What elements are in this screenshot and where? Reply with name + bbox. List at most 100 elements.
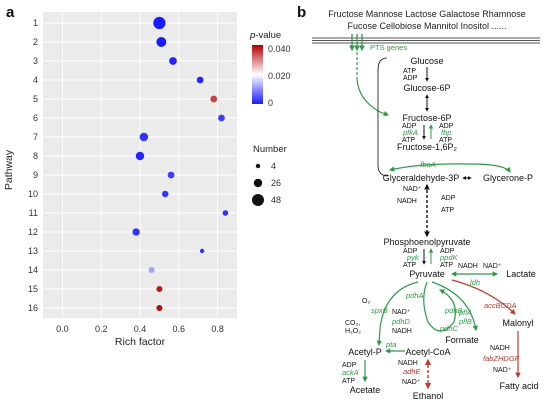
nad-label: NAD⁺	[403, 186, 422, 193]
pta-enzyme: pta	[385, 340, 396, 349]
nad-label: NAD⁺	[493, 367, 512, 374]
number-legend-label: 48	[271, 195, 281, 205]
h2o2-label: H₂O₂	[345, 328, 361, 335]
y-tick-label: 8	[33, 151, 38, 161]
fabzhdgf-enzyme: fabZHDGF	[483, 354, 520, 363]
y-tick-label: 9	[33, 170, 38, 180]
acetyl-coa-label: Acetyl-CoA	[405, 347, 450, 357]
phosphoenolpyruvate-label: Phosphoenolpyruvate	[383, 237, 470, 247]
y-tick-label: 10	[28, 189, 38, 199]
y-tick-label: 4	[33, 75, 38, 85]
atp-label: ATP	[403, 68, 416, 75]
y-tick-label: 12	[28, 227, 38, 237]
y-tick-label: 13	[28, 246, 38, 256]
y-tick-label: 16	[28, 303, 38, 313]
atp-label: ATP	[402, 137, 415, 144]
bubble-pathway-8	[135, 151, 145, 161]
y-tick-label: 3	[33, 56, 38, 66]
co2-label: CO₂,	[345, 320, 360, 327]
adp-label: ADP	[403, 248, 418, 255]
atp-label: ATP	[440, 262, 453, 269]
pvalue-colorbar	[252, 45, 263, 104]
nad-label: NAD⁺	[483, 263, 502, 270]
nadh-label: NADH	[397, 198, 417, 205]
adp-label: ADP	[403, 75, 418, 82]
bubble-pathway-11	[222, 210, 229, 216]
bubbles	[132, 16, 229, 312]
number-legend-dot	[255, 163, 261, 169]
nad-label: NAD⁺	[392, 309, 411, 316]
adp-label: ADP	[342, 362, 357, 369]
adp-label: ADP	[402, 123, 417, 130]
glucose-6p-label: Glucose-6P	[403, 83, 450, 93]
number-legend-dot	[253, 178, 263, 188]
x-tick-label: 0.6	[173, 324, 186, 334]
lactate-label: Lactate	[506, 269, 536, 279]
fructose-6p-label: Fructose-6P	[402, 113, 451, 123]
fbp-enzyme: fbp	[441, 128, 451, 137]
pts-genes-label: PTS genes	[370, 43, 407, 52]
y-tick-label: 14	[28, 265, 38, 275]
panel-b-letter: b	[297, 4, 306, 21]
pvalue-legend: p-value 0.040 0.020 0	[249, 30, 291, 108]
bubble-pathway-4	[196, 76, 204, 84]
y-tick-label: 6	[33, 113, 38, 123]
acetyl-p-label: Acetyl-P	[348, 347, 382, 357]
fatty-acid-label: Fatty acid	[499, 381, 538, 391]
pdhc-enzyme: pdhC	[439, 324, 459, 333]
bubble-pathway-7	[139, 132, 149, 142]
metabolic-pathway-diagram: Fructose Mannose Lactose Galactose Rhamn…	[312, 9, 540, 401]
bubble-pathway-1	[153, 16, 166, 30]
y-axis-title: Pathway	[3, 149, 15, 190]
ethanol-label: Ethanol	[413, 391, 444, 401]
ldh-enzyme: ldh	[470, 278, 480, 287]
fructose-16p2-label: Fructose-1,6P₂	[397, 142, 458, 152]
nadh-label: NADH	[392, 328, 412, 335]
bubble-plot: 0.0 0.2 0.4 0.6 0.8 12345678910111213141516 …	[3, 12, 237, 348]
o2-label: O₂	[362, 298, 370, 305]
bubble-pathway-13	[199, 248, 205, 254]
grid-lines	[43, 12, 237, 318]
bubble-pathway-6	[218, 114, 225, 122]
adp-label: ADP	[439, 123, 454, 130]
atp-label: ATP	[342, 378, 355, 385]
x-tick-label: 0.2	[95, 324, 108, 334]
atp-label: ATP	[439, 137, 452, 144]
pfl-arrow	[431, 281, 478, 332]
adhe-enzyme: adhE	[403, 367, 422, 376]
glyceraldehyde-3p-label: Glyceraldehyde-3P	[383, 173, 460, 183]
pvalue-legend-title: p-value	[249, 30, 281, 41]
panel-a-letter: a	[6, 4, 15, 21]
nad-label: NAD⁺	[402, 379, 421, 386]
y-tick-label: 11	[29, 208, 38, 218]
x-tick-label: 0.4	[134, 324, 147, 334]
acetate-label: Acetate	[350, 385, 381, 395]
number-legend: Number 4 26 48	[252, 144, 287, 206]
accbcda-enzyme: accBCDA	[484, 301, 517, 310]
pdh-cycle	[423, 281, 456, 332]
cell-membrane	[312, 37, 540, 44]
x-tick-labels: 0.0 0.2 0.4 0.6 0.8	[56, 324, 224, 334]
y-tick-label: 5	[33, 94, 38, 104]
pyruvate-label: Pyruvate	[409, 269, 445, 279]
bubble-pathway-14	[148, 266, 155, 274]
malonyl-label: Malonyl	[502, 318, 533, 328]
nadh-label: NADH	[458, 263, 478, 270]
pts-transport-arrows	[349, 34, 390, 117]
pvalue-tick: 0	[268, 98, 273, 108]
pvalue-tick: 0.040	[268, 44, 291, 54]
pflb-enzyme: pflB	[458, 317, 472, 326]
fbaa-arrow	[388, 163, 511, 173]
malonyl-arrow	[451, 279, 516, 315]
sugars-line-1: Fructose Mannose Lactose Galactose Rhamn…	[328, 9, 526, 19]
spxb-arrow	[376, 281, 419, 347]
y-tick-label: 1	[33, 18, 38, 28]
number-legend-label: 26	[271, 178, 281, 188]
pdhb-enzyme: pdhB	[444, 306, 463, 315]
sugars-line-2: Fucose Cellobiose Mannitol Inositol ....…	[347, 21, 506, 31]
glycolysis-bracket	[377, 57, 389, 177]
nadh-label: NADH	[398, 360, 418, 367]
formate-label: Formate	[445, 335, 479, 345]
pfka-enzyme: pfkA	[402, 128, 418, 137]
bubble-pathway-10	[162, 190, 169, 198]
